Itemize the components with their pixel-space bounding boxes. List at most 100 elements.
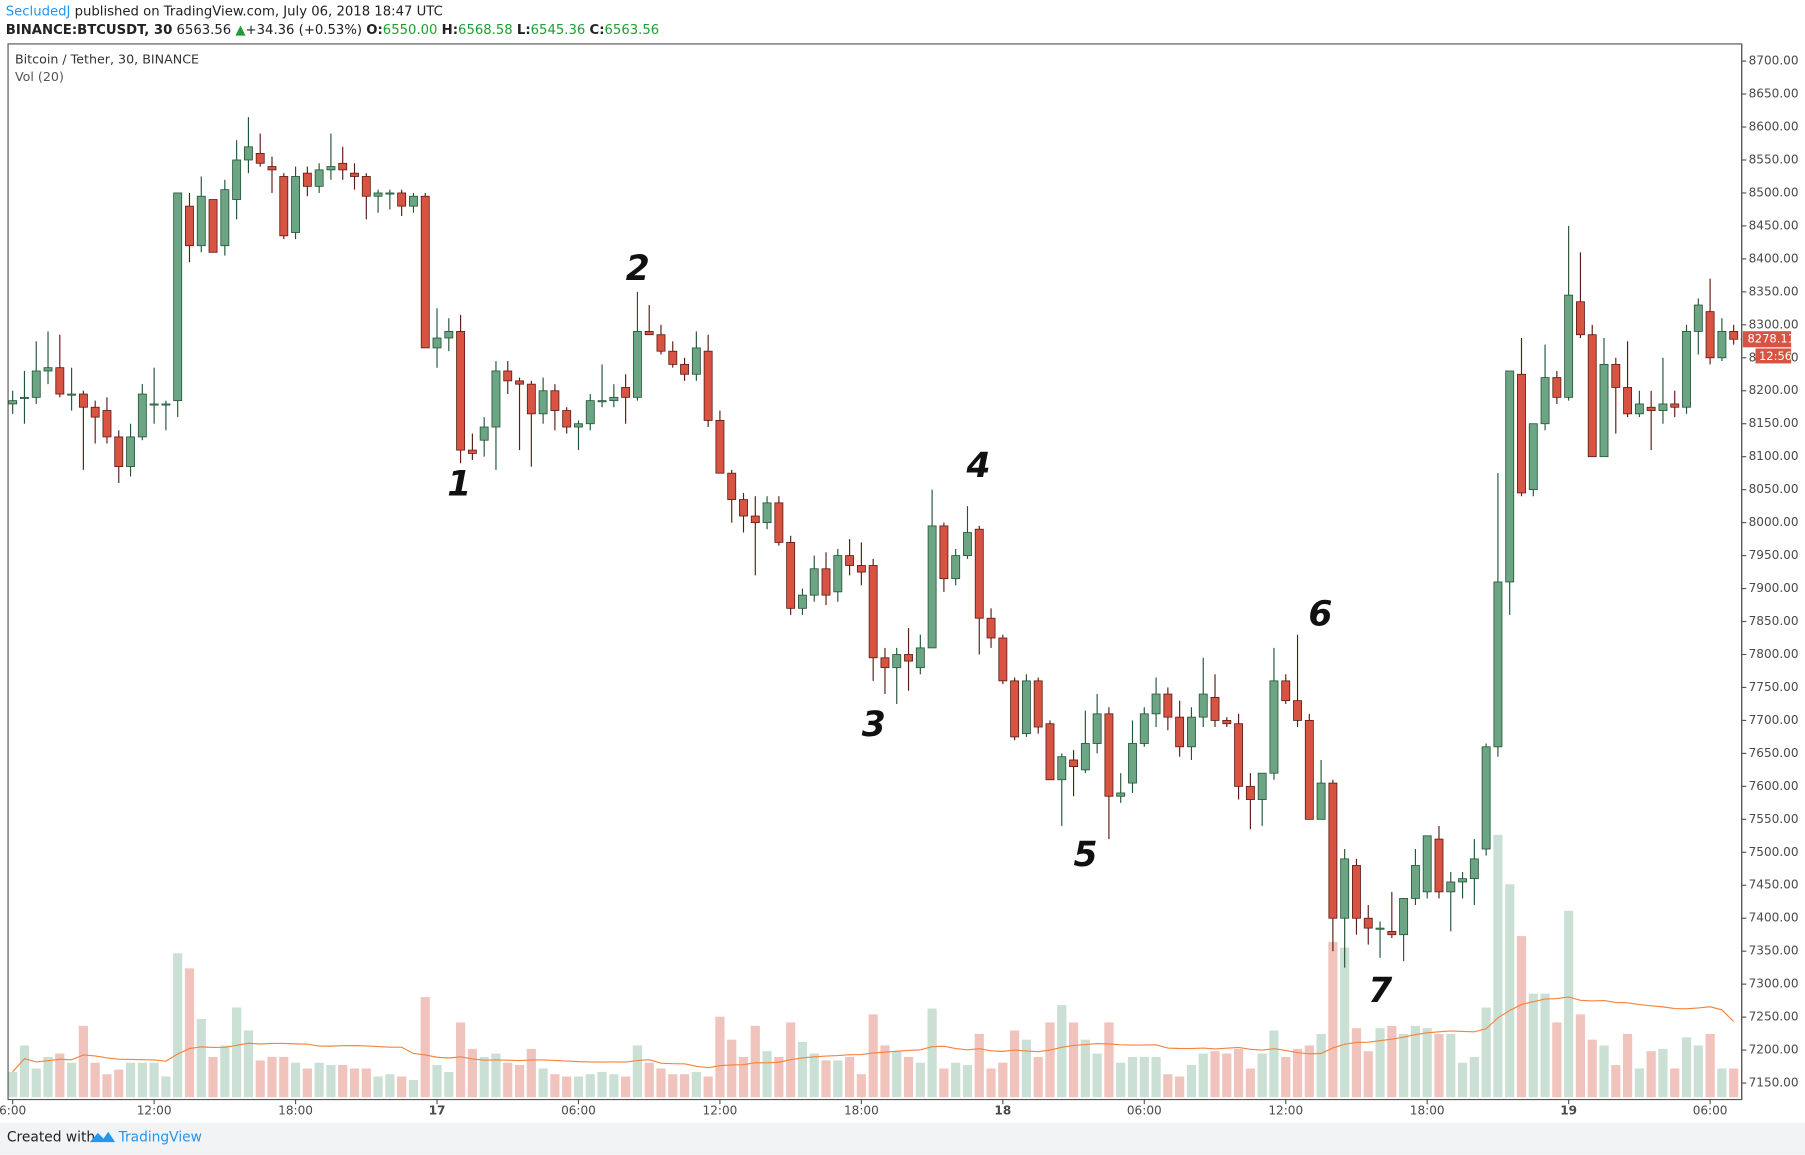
candle-body xyxy=(644,331,654,336)
volume-bar xyxy=(1175,1076,1185,1098)
candle-body xyxy=(1576,301,1585,336)
candle-body xyxy=(126,436,135,467)
y-tick-label: 7650.00 xyxy=(1749,746,1799,760)
volume-bar xyxy=(1681,1037,1692,1098)
candle-body xyxy=(632,331,642,398)
volume-bar xyxy=(125,1062,136,1098)
candle-body xyxy=(1493,581,1503,748)
volume-bar xyxy=(1257,1053,1267,1098)
candle-body xyxy=(373,192,383,197)
y-tick-label: 8550.00 xyxy=(1749,152,1799,166)
y-tick-label: 8600.00 xyxy=(1749,120,1799,134)
o-label: O: xyxy=(366,23,383,38)
volume-bar xyxy=(668,1074,678,1098)
volume-bar xyxy=(149,1062,159,1098)
candle-body xyxy=(1328,782,1338,919)
candle-body xyxy=(8,400,18,405)
y-tick-label: 7200.00 xyxy=(1749,1043,1799,1057)
candle-body xyxy=(1399,898,1409,936)
x-tick-label: 19 xyxy=(1560,1104,1577,1118)
arrow: ▲ xyxy=(235,23,246,38)
candle-body xyxy=(1128,743,1137,784)
candle-body xyxy=(809,568,819,596)
y-tick-label: 7350.00 xyxy=(1749,944,1799,958)
candle-body xyxy=(786,542,796,609)
candle-body xyxy=(986,617,996,639)
volume-bar xyxy=(915,1062,925,1098)
volume-bar xyxy=(750,1025,760,1098)
l-value: 6545.36 xyxy=(531,23,586,38)
candle-body xyxy=(279,176,289,237)
candle-body xyxy=(951,555,961,580)
footer-brand[interactable]: TradingView xyxy=(118,1130,202,1146)
y-tick-label: 7850.00 xyxy=(1749,614,1799,628)
candle-body xyxy=(1540,377,1550,425)
volume-bar xyxy=(1693,1045,1703,1098)
volume-bar xyxy=(279,1056,289,1098)
candle-body xyxy=(621,387,631,398)
candle-body xyxy=(291,176,301,233)
candle-body xyxy=(1304,720,1314,820)
volume-bar xyxy=(903,1056,914,1098)
volume-bar xyxy=(208,1056,218,1098)
candle-body xyxy=(1375,927,1385,930)
volume-bar xyxy=(385,1074,395,1098)
volume-bar xyxy=(1210,1051,1220,1098)
volume-bar xyxy=(856,1074,866,1098)
volume-bar xyxy=(1363,1051,1373,1098)
volume-bar xyxy=(1163,1074,1173,1098)
volume-bar xyxy=(1233,1048,1244,1098)
candle-body xyxy=(397,192,407,207)
volume-bar xyxy=(1457,1062,1468,1098)
volume-bar xyxy=(220,1045,230,1098)
symbol: BINANCE:BTCUSDT, 30 xyxy=(6,23,173,38)
y-tick-label: 8100.00 xyxy=(1749,449,1799,463)
volume-bar xyxy=(1410,1025,1421,1098)
candle-body xyxy=(845,555,855,566)
volume-bar xyxy=(1021,1039,1032,1098)
candle-body xyxy=(538,390,548,415)
y-tick-label: 8050.00 xyxy=(1749,482,1799,496)
candle-body xyxy=(1634,403,1644,415)
y-tick-label: 7750.00 xyxy=(1749,680,1799,694)
candle-body xyxy=(1564,294,1574,398)
candle-body xyxy=(1611,363,1621,388)
candle-body xyxy=(255,152,265,164)
volume-bar xyxy=(267,1056,277,1098)
volume-bar xyxy=(1104,1022,1114,1098)
volume-bar xyxy=(184,968,195,1098)
volume-bar xyxy=(774,1056,784,1098)
o-value: 6550.00 xyxy=(383,23,438,38)
volume-bar xyxy=(1304,1045,1314,1098)
candle-body xyxy=(597,400,607,403)
volume-bar xyxy=(738,1056,749,1098)
candle-body xyxy=(515,380,524,385)
candle-body xyxy=(1481,746,1491,850)
candle-body xyxy=(1198,693,1208,718)
volume-bar xyxy=(8,1071,18,1098)
x-tick-label: 12:00 xyxy=(137,1104,172,1118)
volume-bar xyxy=(1422,1028,1432,1098)
author[interactable]: SecludedJ xyxy=(6,5,71,20)
y-tick-label: 7300.00 xyxy=(1749,977,1799,991)
volume-bar xyxy=(562,1076,572,1098)
candle-body xyxy=(361,176,371,197)
candle-body xyxy=(1257,772,1267,800)
volume-bar xyxy=(1599,1045,1609,1098)
volume-bar xyxy=(397,1076,407,1098)
volume-bar xyxy=(1151,1056,1161,1098)
volume-bar xyxy=(927,1008,937,1098)
candle-body xyxy=(267,166,277,171)
candle-body xyxy=(114,436,124,467)
volume-bar xyxy=(19,1045,30,1098)
candle-body xyxy=(78,393,88,408)
volume-bar xyxy=(1328,941,1338,1098)
candle-body xyxy=(1222,720,1232,725)
header-line-2: BINANCE:BTCUSDT, 30 6563.56 ▲+34.36 (+0.… xyxy=(6,23,659,38)
volume-bar xyxy=(1729,1068,1739,1098)
volume-bar xyxy=(196,1018,206,1098)
volume-title: Vol (20) xyxy=(15,69,64,84)
volume-bar xyxy=(1446,1033,1456,1098)
